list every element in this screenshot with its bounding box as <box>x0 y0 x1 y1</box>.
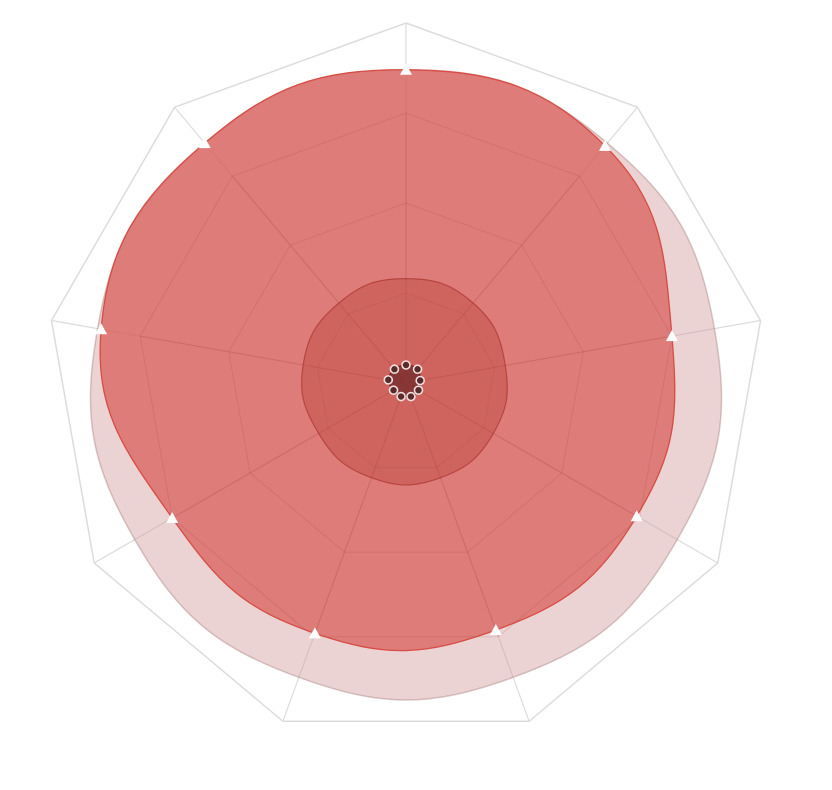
inner-spoke <box>140 335 407 384</box>
data-point-triangle <box>308 627 321 639</box>
inner-spoke <box>405 382 641 519</box>
radar-series <box>89 69 723 701</box>
data-point-circle <box>388 385 399 396</box>
inner-spoke <box>232 175 407 384</box>
data-point-circle <box>383 375 394 385</box>
data-point-triangle <box>95 323 108 335</box>
data-point-triangle <box>166 512 179 523</box>
grid-ring-outer <box>50 22 762 723</box>
inner-spoke <box>171 382 407 519</box>
grid-ring-3 <box>139 112 673 638</box>
data-point-triangle <box>599 139 612 151</box>
data-point-triangle <box>665 330 678 342</box>
inner-spoke <box>405 175 580 384</box>
data-point-circle <box>412 364 423 375</box>
data-point-circle <box>415 375 425 386</box>
data-point-circle <box>401 360 411 370</box>
data-point-triangle <box>400 63 412 75</box>
series-area-2 <box>99 69 676 652</box>
radar-markers <box>95 63 678 639</box>
grid-ring-2 <box>228 202 584 553</box>
data-point-circle <box>406 391 416 402</box>
data-point-triangle <box>489 623 502 635</box>
data-point-circle <box>389 364 400 375</box>
inner-spoke <box>405 335 672 384</box>
inner-spoke <box>405 382 499 637</box>
data-point-circle <box>396 391 406 402</box>
data-point-triangle <box>630 510 643 522</box>
grid-ring-1 <box>316 292 496 469</box>
data-point-triangle <box>198 137 211 149</box>
inner-spoke <box>313 382 407 637</box>
data-point-circle <box>413 385 424 396</box>
